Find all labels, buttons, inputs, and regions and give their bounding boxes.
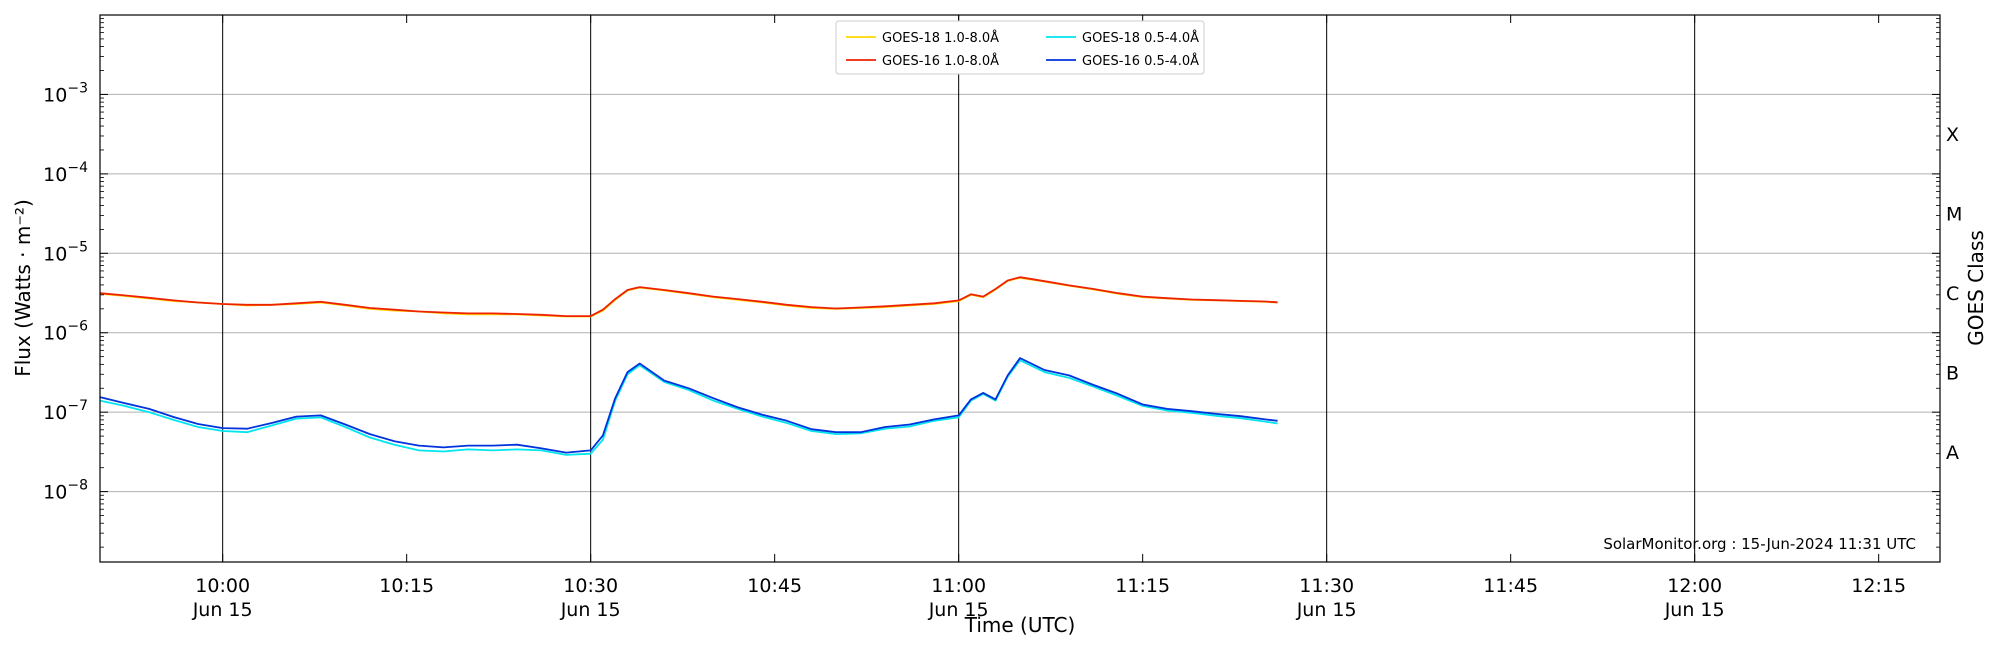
x-tick-label: 11:45 [1483,575,1538,597]
x-tick-label: 12:15 [1851,575,1906,597]
legend-label: GOES-18 0.5-4.0Å [1082,30,1199,46]
legend: GOES-18 1.0-8.0Å GOES-18 0.5-4.0Å GOES-16 … [835,20,1205,75]
goes-class-label: B [1946,362,1959,384]
y-tick-label: 10−6 [43,319,88,345]
x-tick-label: 10:30 [563,575,618,597]
plot-frame [99,14,1941,563]
y-axis-title: Flux (Watts · m⁻²) [11,199,35,377]
x-tick-label: 10:00 [195,575,250,597]
x-axis-title: Time (UTC) [964,613,1076,637]
y2-axis-title: GOES Class [1964,230,1988,346]
goes-class-labels: A B C M X [1946,124,1962,464]
goes-class-label: C [1946,283,1959,305]
data-series [99,276,1278,456]
legend-label: GOES-16 1.0-8.0Å [882,53,999,69]
series-line [99,276,1278,318]
x-tick-date-label: Jun 15 [1296,599,1357,621]
x-tick-label: 11:30 [1299,575,1354,597]
x-tick-date-label: Jun 15 [192,599,253,621]
grid-lines [100,15,1940,562]
watermark: SolarMonitor.org : 15-Jun-2024 11:31 UTC [1603,535,1916,553]
legend-box [835,20,1205,75]
goes-class-label: A [1946,442,1959,464]
x-tick-label: 10:45 [747,575,802,597]
series-line [99,359,1278,456]
x-tick-label: 11:00 [931,575,986,597]
x-tick-label: 10:15 [379,575,434,597]
x-tick-date-label: Jun 15 [560,599,621,621]
series-line [99,357,1278,454]
goes-class-label: X [1946,124,1959,146]
goes-class-label: M [1946,204,1962,226]
x-tick-label: 11:15 [1115,575,1170,597]
x-tick-date-label: Jun 15 [928,599,989,621]
legend-label: GOES-18 1.0-8.0Å [882,30,999,46]
axis-ticks [100,15,1940,562]
legend-label: GOES-16 0.5-4.0Å [1082,53,1199,69]
x-tick-date-label: Jun 15 [1664,599,1725,621]
x-tick-label: 12:00 [1667,575,1722,597]
